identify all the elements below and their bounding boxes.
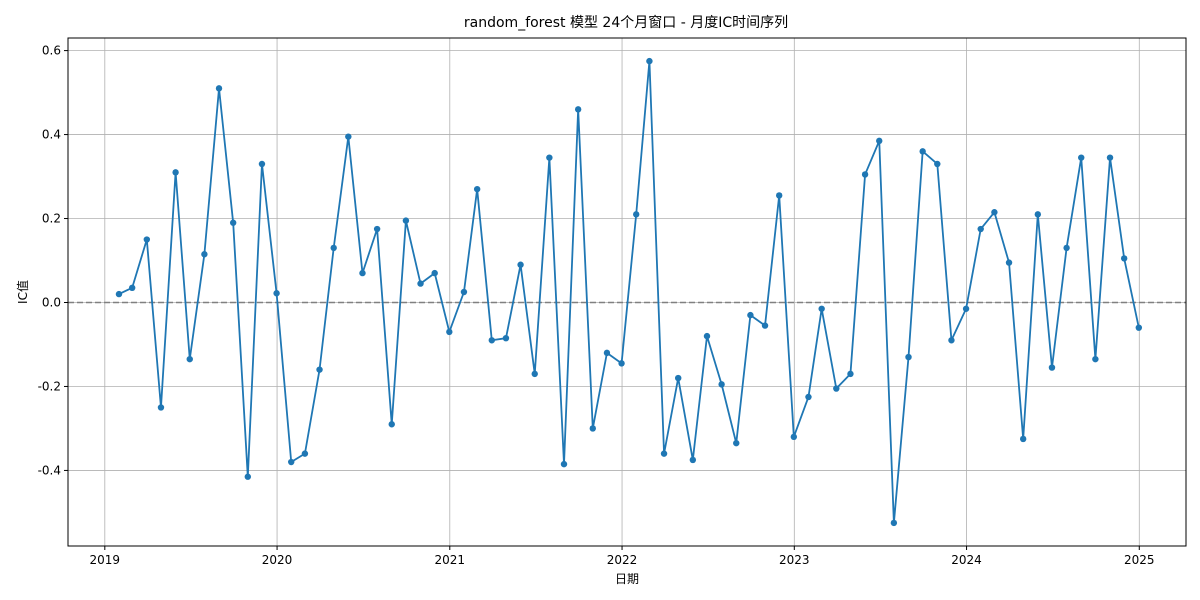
y-axis-title: IC值 (15, 280, 30, 304)
x-tick-label: 2019 (90, 553, 121, 567)
x-tick-label: 2020 (262, 553, 293, 567)
y-tick-label: -0.2 (38, 379, 61, 393)
grid (68, 38, 1186, 546)
ic-data-point (531, 370, 538, 378)
ic-data-point (919, 148, 926, 155)
y-tick-label: 0.2 (42, 212, 61, 226)
ic-data-point (517, 261, 524, 268)
ic-data-point (143, 236, 151, 243)
ic-data-point (215, 85, 223, 92)
ic-data-point (115, 290, 123, 298)
ic-data-point (345, 133, 352, 140)
ic-data-point (1078, 154, 1085, 161)
ic-data-point (502, 334, 510, 342)
ic-data-point (330, 244, 337, 252)
ic-data-point (359, 269, 366, 277)
ic-data-point (488, 337, 495, 344)
ic-data-point (890, 519, 898, 527)
ic-data-point (172, 169, 179, 176)
x-tick-label: 2025 (1124, 553, 1155, 567)
ic-data-point (618, 360, 625, 367)
ic-data-point (273, 290, 280, 297)
ic-data-point (473, 185, 481, 193)
chart-title: random_forest 模型 24个月窗口 - 月度IC时间序列 (464, 14, 788, 31)
ic-data-point (244, 473, 252, 480)
ic-data-point (574, 106, 582, 113)
ic-data-point (646, 57, 653, 65)
ic-data-point (1063, 244, 1070, 252)
ic-data-point (186, 355, 193, 363)
ic-data-point (1135, 324, 1143, 331)
ic-data-point (703, 332, 711, 340)
series-layer (115, 57, 1143, 527)
ic-data-point (1092, 355, 1099, 363)
ic-series-line (118, 60, 1140, 524)
ic-data-point (962, 305, 970, 312)
ic-data-point (1019, 435, 1027, 443)
ic-data-point (431, 269, 438, 277)
ic-data-point (460, 288, 468, 296)
ic-data-point (948, 337, 955, 344)
y-axis: -0.4 -0.2 0.0 0.2 0.4 0.6 (38, 44, 68, 477)
ic-data-point (560, 460, 568, 468)
ic-data-point (1034, 211, 1042, 218)
ic-data-point (934, 160, 941, 168)
ic-data-point (733, 439, 740, 447)
ic-data-point (675, 374, 682, 382)
ic-data-point (790, 433, 798, 441)
ic-data-point (991, 209, 998, 216)
ic-data-point (546, 154, 553, 161)
ic-data-point (876, 137, 883, 145)
ic-data-point (229, 219, 237, 226)
ic-data-point (775, 192, 783, 199)
ic-data-point (589, 425, 596, 432)
y-tick-label: -0.4 (38, 463, 61, 477)
x-tick-label: 2023 (779, 553, 810, 567)
ic-data-point (977, 225, 984, 233)
ic-data-point (316, 366, 323, 373)
ic-data-point (905, 353, 912, 361)
ic-data-point (373, 225, 381, 233)
ic-data-point (1120, 255, 1128, 262)
x-tick-label: 2021 (435, 553, 466, 567)
ic-data-point (402, 217, 410, 224)
ic-data-point (833, 385, 840, 392)
ic-data-point (847, 370, 854, 378)
ic-data-point (417, 280, 424, 287)
x-axis: 2019 2020 2021 2022 2023 2024 2025 (90, 546, 1155, 567)
ic-data-point (761, 322, 769, 329)
ic-data-point (1005, 259, 1013, 266)
ic-data-point (157, 404, 165, 411)
ic-data-point (446, 328, 453, 336)
ic-data-point (818, 305, 825, 312)
y-tick-label: 0.4 (42, 128, 61, 142)
ic-data-point (288, 458, 295, 466)
ic-data-point (128, 284, 136, 292)
ic-data-point (747, 311, 754, 319)
ic-data-point (633, 211, 640, 218)
ic-data-point (1048, 364, 1056, 371)
y-tick-label: 0.0 (42, 295, 61, 309)
ic-data-point (388, 421, 395, 428)
ic-data-point (1106, 154, 1114, 161)
x-tick-label: 2022 (607, 553, 638, 567)
x-axis-title: 日期 (615, 572, 639, 586)
plot-frame (67, 37, 1187, 547)
x-tick-label: 2024 (951, 553, 982, 567)
ic-data-point (301, 450, 309, 457)
ic-data-point (805, 393, 812, 401)
ic-data-point (603, 349, 611, 357)
ic-data-point (258, 160, 266, 168)
ic-data-point (689, 456, 697, 464)
y-tick-label: 0.6 (42, 44, 61, 58)
ic-data-point (718, 381, 725, 388)
ic-data-point (201, 251, 208, 258)
ic-data-point (660, 450, 668, 457)
ic-data-point (861, 171, 869, 178)
